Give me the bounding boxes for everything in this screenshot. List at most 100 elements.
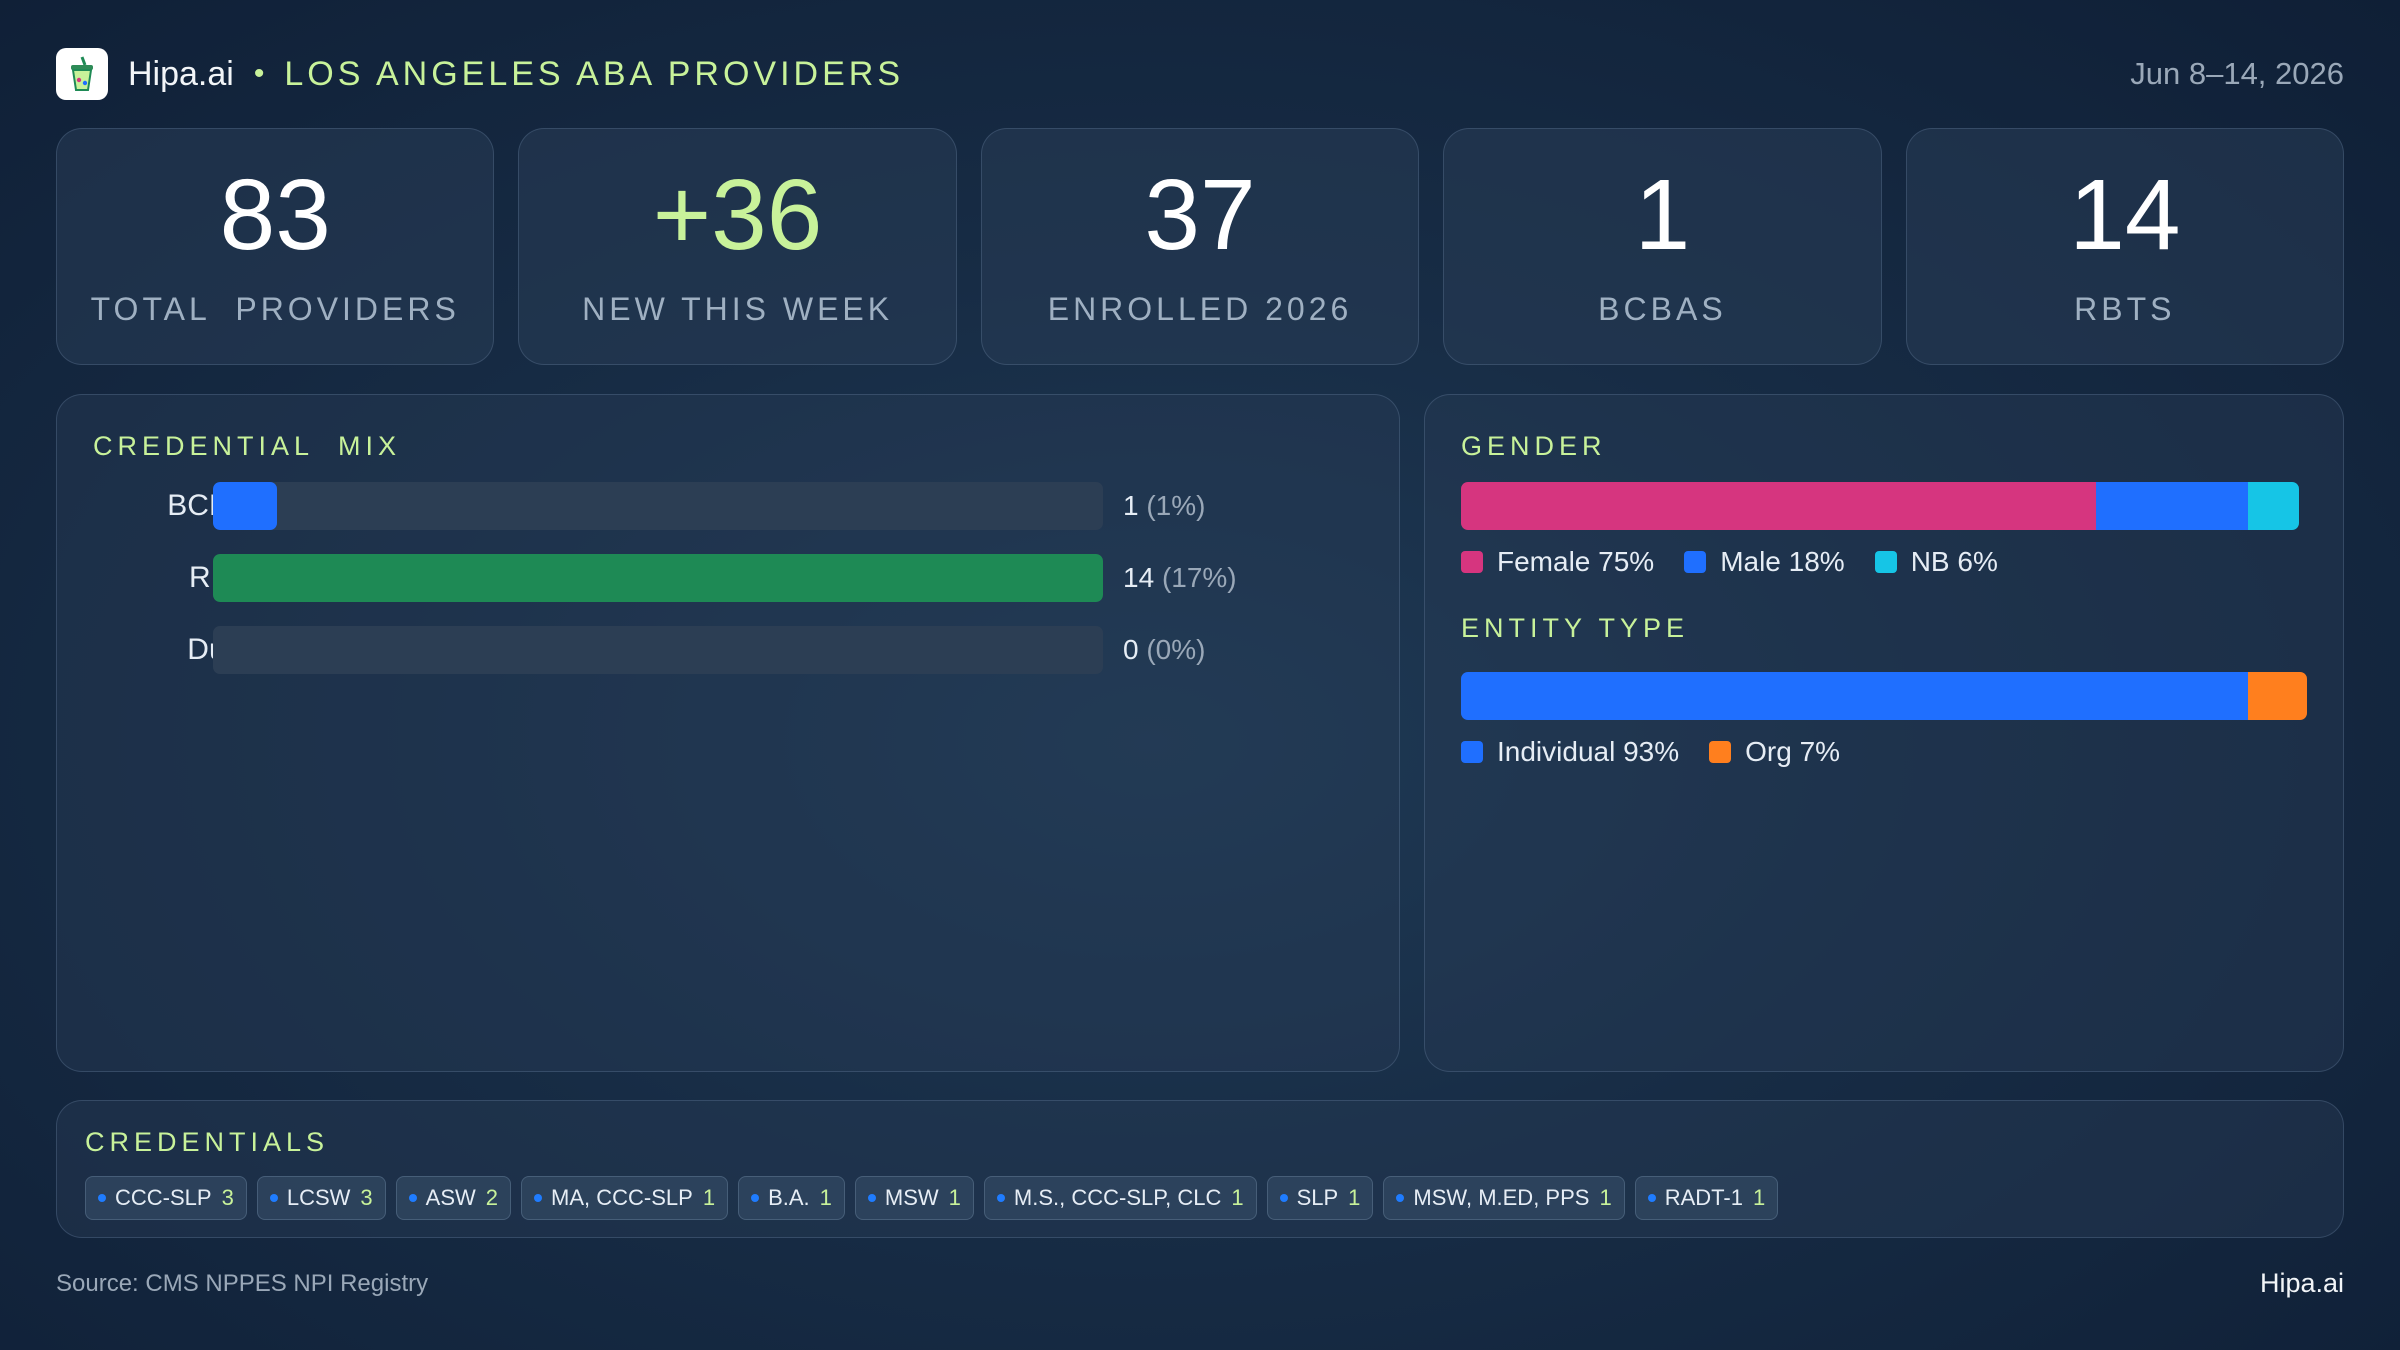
credential-chip: M.S., CCC-SLP, CLC 1 <box>983 1176 1257 1220</box>
credential-chip: MSW, M.ED, PPS 1 <box>1383 1176 1625 1220</box>
segment-male <box>2095 482 2249 530</box>
credential-chip: ASW 2 <box>395 1176 512 1220</box>
footer-brand: Hipa.ai <box>2259 1268 2344 1298</box>
legend-item-individual: Individual 93% <box>1461 736 1679 768</box>
bar-percent-label: (0%) <box>1146 634 1206 665</box>
bar-percent-label: (17%) <box>1161 562 1237 593</box>
credential-chip: B.A. 1 <box>738 1176 845 1220</box>
entity-type-legend: Individual 93% Org 7% <box>1461 736 1840 768</box>
chip-dot-icon <box>1279 1194 1288 1202</box>
bar-percent-label: (1%) <box>1146 490 1206 521</box>
bar-track <box>213 554 1103 602</box>
bar-rbt <box>213 554 1103 602</box>
chip-label: CCC-SLP <box>115 1185 212 1210</box>
header: Hipa.ai • LOS ANGELES ABA PROVIDERS Jun … <box>56 48 2344 100</box>
stat-value: 1 <box>1634 159 1691 271</box>
credential-chip: CCC-SLP 3 <box>85 1176 247 1220</box>
segment-org <box>2247 672 2307 720</box>
gender-stacked-bar <box>1461 482 2299 530</box>
segment-nb <box>2248 482 2299 530</box>
stat-label: NEW THIS WEEK <box>582 291 894 327</box>
legend-label: Female 75% <box>1497 546 1655 577</box>
stat-card-total-providers: 83 TOTAL PROVIDERS <box>56 128 495 365</box>
date-range: Jun 8–14, 2026 <box>2130 56 2344 91</box>
bar-value-label: 0 (0%) <box>1123 634 1206 665</box>
credentials-title: CREDENTIALS <box>85 1127 330 1157</box>
chip-dot-icon <box>1396 1194 1405 1202</box>
chip-label: M.S., CCC-SLP, CLC <box>1013 1185 1222 1210</box>
brand-name: Hipa.ai <box>128 54 234 93</box>
chip-count: 1 <box>702 1185 716 1210</box>
legend-item-female: Female 75% <box>1461 546 1654 578</box>
chip-count: 3 <box>221 1185 234 1210</box>
drink-cup-icon <box>71 56 93 91</box>
chip-count: 1 <box>948 1185 961 1210</box>
chip-label: MSW, M.ED, PPS <box>1413 1185 1590 1210</box>
legend-item-nb: NB 6% <box>1874 546 1998 578</box>
bar-value-label: 14 (17%) <box>1123 562 1237 593</box>
gender-entity-panel: GENDER Female 75% Male 18% NB 6% ENTITY TY… <box>1424 394 2344 1072</box>
stat-cards: 83 TOTAL PROVIDERS +36 NEW THIS WEEK 37 … <box>56 128 2345 365</box>
chip-dot-icon <box>751 1194 760 1202</box>
gender-title: GENDER <box>1461 431 1607 461</box>
chip-dot-icon <box>269 1194 278 1202</box>
stat-label: BCBAS <box>1598 291 1727 327</box>
chip-count: 1 <box>1752 1185 1766 1210</box>
stat-card-bcbas: 1 BCBAS <box>1443 128 1882 365</box>
chip-count: 2 <box>485 1185 499 1210</box>
stat-label: RBTS <box>2074 291 2176 327</box>
chip-dot-icon <box>98 1194 106 1202</box>
credential-chip: SLP 1 <box>1266 1176 1374 1220</box>
chip-label: LCSW <box>286 1185 351 1210</box>
page-title: LOS ANGELES ABA PROVIDERS <box>284 54 905 93</box>
segment-individual <box>1461 672 2248 720</box>
gender-legend: Female 75% Male 18% NB 6% <box>1461 546 1998 578</box>
title-separator: • <box>253 57 265 90</box>
legend-item-male: Male 18% <box>1684 546 1845 578</box>
chip-count: 1 <box>1231 1185 1244 1210</box>
legend-item-org: Org 7% <box>1709 736 1840 768</box>
stat-card-enrolled-2026: 37 ENROLLED 2026 <box>980 128 1420 365</box>
chip-count: 1 <box>1348 1185 1361 1210</box>
legend-swatch <box>1684 551 1707 573</box>
bar-track <box>213 626 1103 674</box>
legend-label: Individual 93% <box>1497 736 1680 767</box>
chip-dot-icon <box>996 1194 1005 1202</box>
legend-swatch <box>1709 741 1732 763</box>
stat-label: TOTAL PROVIDERS <box>90 291 460 327</box>
stat-label: ENROLLED 2026 <box>1047 291 1353 327</box>
bar-track <box>213 482 1103 530</box>
chip-label: RADT-1 <box>1664 1185 1743 1210</box>
chip-label: MA, CCC-SLP <box>551 1185 693 1210</box>
chip-label: ASW <box>425 1185 476 1210</box>
legend-swatch <box>1874 551 1897 573</box>
legend-swatch <box>1461 551 1483 573</box>
stat-value: 83 <box>219 159 331 271</box>
stat-card-rbts: 14 RBTS <box>1905 128 2345 365</box>
chip-label: SLP <box>1296 1185 1339 1210</box>
chip-count: 3 <box>360 1185 373 1210</box>
stat-card-new-this-week: +36 NEW THIS WEEK <box>518 128 957 365</box>
credential-chip: MSW 1 <box>854 1176 974 1220</box>
chip-count: 1 <box>819 1185 832 1210</box>
legend-swatch <box>1461 741 1483 763</box>
bar-row-dual: Dual0 (0%) <box>57 626 1401 674</box>
credential-chip: MA, CCC-SLP 1 <box>521 1176 729 1220</box>
segment-female <box>1461 482 2096 530</box>
credentials-chip-list: CCC-SLP 3 LCSW 3 ASW 2 MA, CCC-SLP 1 B.A. 1 MSW 1 M.… <box>85 1176 1779 1220</box>
credential-chip: LCSW 3 <box>256 1176 386 1220</box>
bar-row-bcba: BCBA 1 (1%) <box>57 482 1401 530</box>
entity-type-stacked-bar <box>1461 672 2307 720</box>
chip-dot-icon <box>408 1194 417 1202</box>
stat-value: 14 <box>2069 159 2181 271</box>
chip-dot-icon <box>534 1194 543 1202</box>
source-note: Source: CMS NPPES NPI Registry <box>56 1270 429 1297</box>
bar-row-rbt: RBT14 (17%) <box>57 554 1401 602</box>
legend-label: Male 18% <box>1720 546 1845 577</box>
stat-value: +36 <box>652 159 823 271</box>
credentials-panel: CREDENTIALS CCC-SLP 3 LCSW 3 ASW 2 MA, CCC-SLP… <box>56 1100 2344 1238</box>
bar-value-label: 1 (1%) <box>1123 490 1206 521</box>
credential-chip: RADT-1 1 <box>1634 1176 1779 1220</box>
chip-label: MSW <box>884 1185 939 1210</box>
